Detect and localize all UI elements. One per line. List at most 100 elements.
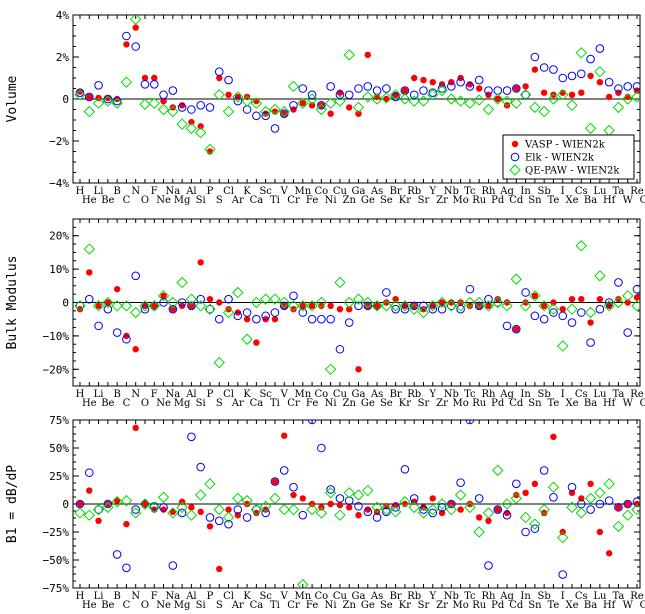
element-label: Kr <box>399 600 411 611</box>
element-label: Sn <box>528 600 542 611</box>
vasp-point <box>336 305 344 313</box>
qe-point <box>111 496 123 508</box>
vasp-point <box>151 74 158 82</box>
element-label: Se <box>380 398 393 409</box>
element-label: Rh <box>481 389 496 400</box>
vasp-point <box>281 302 288 310</box>
element-label: Cr <box>287 398 300 409</box>
element-label: Y <box>428 591 436 602</box>
element-label: Ag <box>499 591 514 602</box>
vasp-point <box>438 509 446 517</box>
vasp-point <box>132 424 139 432</box>
qe-point <box>83 105 95 118</box>
element-label: W <box>623 600 634 611</box>
elk-point <box>539 314 549 324</box>
qe-point <box>139 300 151 312</box>
qe-point <box>278 296 290 309</box>
qe-point <box>176 118 188 130</box>
vasp-point <box>522 489 529 496</box>
vasp-point <box>540 302 548 310</box>
element-label: Si <box>196 398 206 409</box>
vasp-point <box>169 104 177 111</box>
legend-marker <box>509 164 521 176</box>
element-label: Al <box>185 389 196 400</box>
element-label: O <box>141 195 149 206</box>
vasp-point <box>624 500 631 508</box>
element-label: V <box>280 591 289 602</box>
qe-point <box>306 300 318 312</box>
element-label: V <box>280 389 289 400</box>
element-label: He <box>82 600 97 611</box>
vasp-point <box>104 94 112 102</box>
elk-point <box>623 499 633 509</box>
legend-entry: VASP - WIEN2k <box>524 140 606 151</box>
qe-point <box>83 243 95 255</box>
elk-point <box>577 69 586 79</box>
legend-box <box>502 134 635 180</box>
element-label: Lu <box>593 186 607 197</box>
elk-point <box>261 508 270 518</box>
elk-point <box>214 67 224 76</box>
qe-point <box>185 293 198 305</box>
qe-point <box>603 124 615 137</box>
element-label: Nb <box>444 591 459 602</box>
element-label: S <box>216 600 223 611</box>
elk-point <box>372 86 382 95</box>
elk-point <box>75 301 85 311</box>
vasp-point <box>475 302 483 310</box>
qe-point <box>464 501 476 514</box>
element-label: Hf <box>603 398 617 409</box>
y-tick-label: −50% <box>43 554 70 567</box>
vasp-point <box>299 495 306 502</box>
vasp-point <box>346 305 353 313</box>
elk-point <box>196 462 205 472</box>
element-label: O <box>141 398 149 409</box>
element-label: Zr <box>436 600 448 611</box>
element-label: Br <box>390 591 402 602</box>
qe-point <box>362 296 374 309</box>
vasp-point <box>587 72 594 80</box>
elk-point <box>307 90 317 100</box>
elk-point <box>465 284 475 294</box>
elk-point <box>335 494 345 503</box>
qe-point <box>622 509 634 521</box>
element-label: Tc <box>464 389 476 400</box>
element-label: Ta <box>613 186 625 197</box>
element-label: Sc <box>259 186 272 197</box>
vasp-point <box>104 299 112 306</box>
vasp-point <box>531 292 539 300</box>
qe-point <box>380 300 393 312</box>
qe-point <box>287 503 300 516</box>
element-label: Na <box>165 389 180 400</box>
qe-point <box>74 300 86 312</box>
elk-point <box>279 466 289 475</box>
elk-point <box>428 508 438 518</box>
elk-point <box>493 505 503 514</box>
element-label: Rb <box>407 389 421 400</box>
qe-point <box>269 293 281 305</box>
element-label: Ca <box>250 195 264 206</box>
vasp-point <box>169 305 177 313</box>
vasp-point <box>605 93 613 101</box>
qe-point <box>259 500 272 512</box>
vasp-point <box>104 500 112 508</box>
qe-point <box>594 270 606 282</box>
vasp-point <box>438 299 446 306</box>
data-points <box>74 420 640 588</box>
vasp-point <box>383 299 390 306</box>
qe-point <box>232 492 244 505</box>
vasp-point <box>420 76 427 84</box>
elk-point <box>428 88 438 97</box>
qe-point <box>473 526 485 538</box>
element-label: Ti <box>270 600 280 611</box>
element-label: Mg <box>174 600 191 611</box>
qe-point <box>427 300 439 312</box>
vasp-point <box>615 295 622 303</box>
vasp-point <box>457 506 464 513</box>
element-label: Ba <box>584 398 597 409</box>
qe-point <box>519 89 532 101</box>
elk-point <box>567 318 577 327</box>
vasp-point <box>188 504 195 511</box>
elk-point <box>456 77 465 87</box>
vasp-point <box>95 517 102 524</box>
